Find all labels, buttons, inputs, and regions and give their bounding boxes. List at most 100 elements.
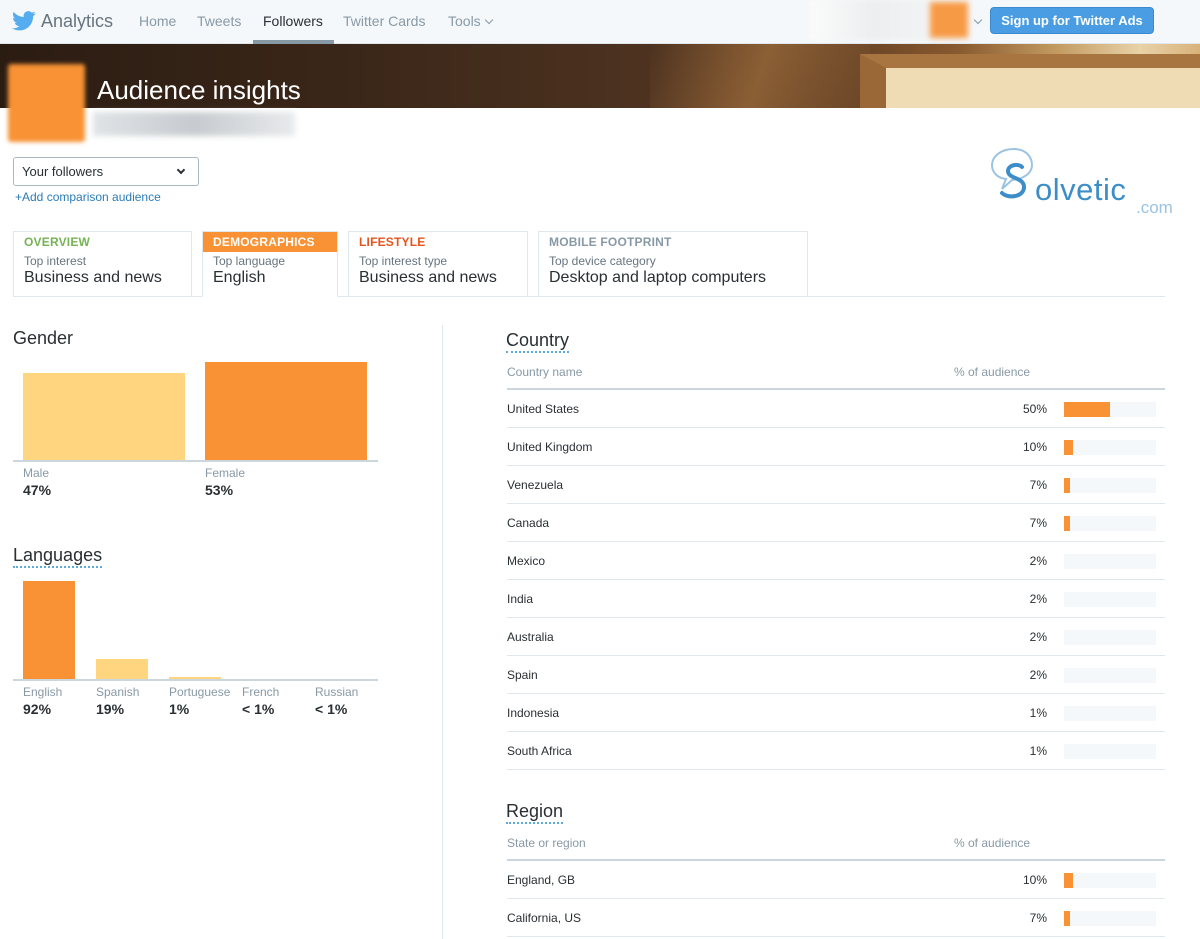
gender-bar-male[interactable] — [23, 373, 185, 460]
language-bar-portuguese[interactable] — [169, 677, 221, 679]
gender-value-female: 53% — [205, 482, 234, 498]
percent-bar-fill — [1064, 478, 1070, 493]
tab-lifestyle[interactable]: LIFESTYLE Top interest type Business and… — [348, 231, 528, 297]
percent-bar-track — [1064, 706, 1156, 721]
percent-bar-track — [1064, 744, 1156, 759]
tab-value: Desktop and laptop computers — [549, 269, 767, 286]
language-label: Portuguese — [169, 685, 231, 699]
tab-demographics[interactable]: DEMOGRAPHICS Top language English — [202, 231, 338, 297]
row-name: India — [507, 592, 534, 606]
row-name: Spain — [507, 668, 538, 682]
table-row: South Africa 1% — [507, 732, 1165, 770]
table-row: United Kingdom 10% — [507, 428, 1165, 466]
row-percent: 10% — [1022, 873, 1047, 887]
top-navigation: Analytics Home Tweets Followers Twitter … — [0, 0, 1200, 44]
page-title: Audience insights — [97, 75, 301, 105]
tab-subtitle: Top interest — [24, 254, 87, 268]
brand-label: Analytics — [41, 10, 114, 31]
percent-bar-track — [1064, 592, 1156, 607]
nav-tools[interactable]: Tools — [448, 13, 493, 29]
gender-axis — [13, 460, 378, 462]
tab-heading: MOBILE FOOTPRINT — [549, 235, 672, 249]
country-header-rule — [507, 388, 1165, 390]
gender-title: Gender — [13, 328, 74, 348]
language-label: English — [23, 685, 63, 699]
percent-bar-track — [1064, 516, 1156, 531]
twitter-bird-icon — [12, 11, 36, 31]
language-value: < 1% — [315, 701, 348, 717]
profile-name-blurred — [93, 112, 295, 136]
table-row: Spain 2% — [507, 656, 1165, 694]
language-value: 92% — [23, 701, 52, 717]
logo-suffix: .com — [1136, 198, 1173, 217]
table-row: California, US 7% — [507, 899, 1165, 937]
solvetic-logo-icon — [990, 147, 1034, 199]
account-avatar[interactable] — [930, 2, 968, 38]
tab-subtitle: Top interest type — [359, 254, 448, 268]
row-name: Canada — [507, 516, 550, 530]
banner-wood-texture — [650, 44, 870, 108]
tab-mobile-footprint[interactable]: MOBILE FOOTPRINT Top device category Des… — [538, 231, 808, 297]
row-percent: 2% — [1029, 592, 1047, 606]
row-percent: 7% — [1029, 911, 1047, 925]
region-title: Region — [506, 802, 564, 824]
row-name: England, GB — [507, 873, 576, 887]
percent-bar-track — [1064, 478, 1156, 493]
tab-subtitle: Top device category — [549, 254, 656, 268]
row-percent: 2% — [1029, 554, 1047, 568]
tab-overview[interactable]: OVERVIEW Top interest Business and news — [13, 231, 192, 297]
row-name: Mexico — [507, 554, 546, 568]
language-bar-spanish[interactable] — [96, 659, 148, 679]
nav-followers[interactable]: Followers — [263, 13, 323, 29]
region-column-name: State or region — [507, 836, 586, 850]
row-percent: 2% — [1029, 630, 1047, 644]
table-row: Australia 2% — [507, 618, 1165, 656]
nav-home[interactable]: Home — [139, 13, 177, 29]
header-banner — [0, 44, 1200, 108]
row-percent: 2% — [1029, 668, 1047, 682]
percent-bar-fill — [1064, 440, 1073, 455]
percent-bar-track — [1064, 873, 1156, 888]
language-label: Spanish — [96, 685, 140, 699]
row-percent: 50% — [1022, 402, 1047, 416]
tab-heading: DEMOGRAPHICS — [203, 232, 337, 252]
signup-twitter-ads-button[interactable]: Sign up for Twitter Ads — [990, 7, 1154, 34]
table-row: Canada 7% — [507, 504, 1165, 542]
tab-heading: OVERVIEW — [24, 235, 91, 249]
language-value: < 1% — [242, 701, 275, 717]
row-percent: 1% — [1029, 744, 1047, 758]
profile-avatar — [8, 64, 85, 142]
audience-select[interactable]: Your followers — [13, 157, 199, 186]
region-column-pct: % of audience — [954, 836, 1031, 850]
table-row: Venezuela 7% — [507, 466, 1165, 504]
languages-axis — [13, 679, 378, 681]
row-name: United Kingdom — [507, 440, 593, 454]
nav-tweets[interactable]: Tweets — [197, 13, 242, 29]
audience-select-value: Your followers — [22, 164, 104, 179]
gender-label-male: Male — [23, 466, 50, 480]
language-bar-english[interactable] — [23, 581, 75, 679]
row-name: California, US — [507, 911, 582, 925]
analytics-brand[interactable]: Analytics — [12, 8, 113, 34]
tab-subtitle: Top language — [213, 254, 286, 268]
percent-bar-fill — [1064, 911, 1070, 926]
table-row: United States 50% — [507, 390, 1165, 428]
percent-bar-track — [1064, 554, 1156, 569]
percent-bar-track — [1064, 440, 1156, 455]
logo-word: olvetic — [1035, 172, 1127, 207]
row-name: United States — [507, 402, 580, 416]
percent-bar-track — [1064, 402, 1156, 417]
nav-twitter-cards[interactable]: Twitter Cards — [343, 13, 426, 29]
add-comparison-audience-link[interactable]: +Add comparison audience — [15, 190, 161, 204]
percent-bar-track — [1064, 911, 1156, 926]
table-row: Indonesia 1% — [507, 694, 1165, 732]
percent-bar-fill — [1064, 516, 1070, 531]
row-percent: 1% — [1029, 706, 1047, 720]
language-label: French — [242, 685, 280, 699]
row-name: Indonesia — [507, 706, 560, 720]
row-name: Australia — [507, 630, 554, 644]
account-menu-chevron-icon[interactable] — [973, 15, 983, 25]
chevron-down-icon — [484, 15, 493, 25]
banner-frame-image — [860, 54, 1200, 108]
gender-bar-female[interactable] — [205, 362, 367, 460]
